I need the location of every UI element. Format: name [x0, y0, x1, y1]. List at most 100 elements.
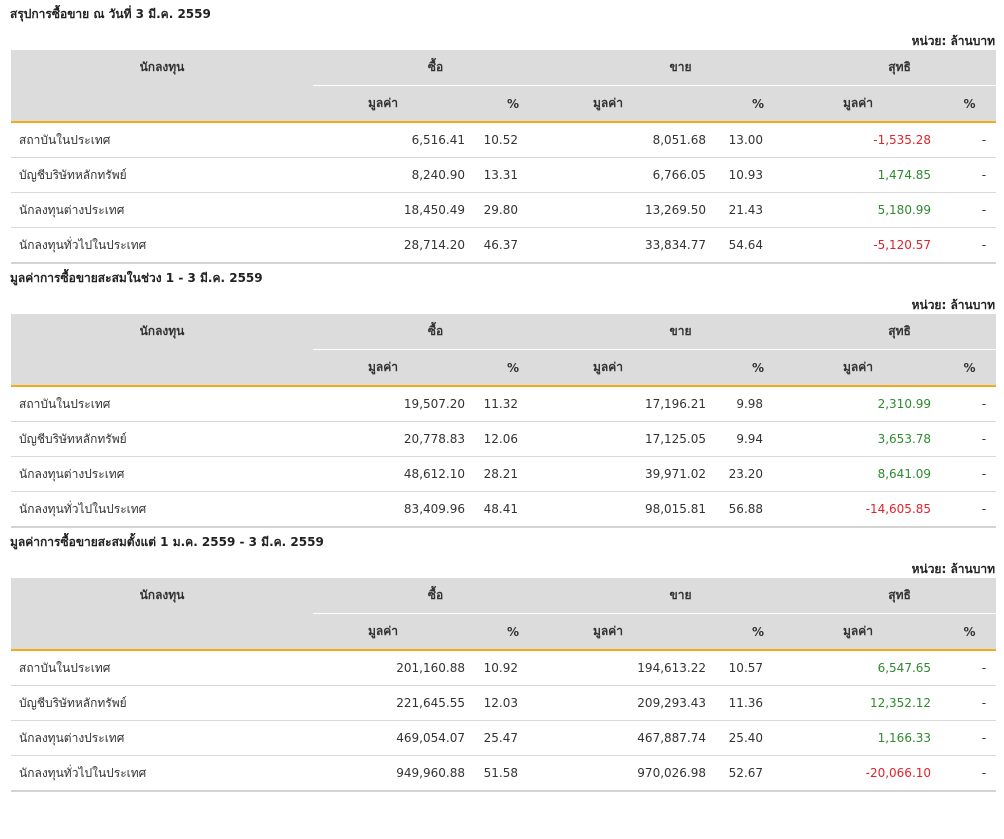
sell-percent-cell: 23.20: [713, 456, 804, 492]
summary-section: มูลค่าการซื้อขายสะสมตั้งแต่ 1 ม.ค. 2559 …: [10, 535, 997, 792]
net-percent-cell: -: [943, 227, 997, 264]
table-row: นักลงทุนต่างประเทศ 48,612.10 28.21 39,971.0…: [11, 456, 997, 492]
investor-cell: สถาบันในประเทศ: [11, 650, 313, 686]
net-value-cell: 12,352.12: [803, 685, 944, 721]
buy-percent-cell: 13.31: [468, 157, 559, 193]
net-percent-cell: -: [943, 157, 997, 193]
net-percent-cell: -: [943, 491, 997, 528]
sell-value-cell: 17,125.05: [558, 421, 714, 457]
buy-header: ซื้อ: [313, 578, 559, 614]
section-title: มูลค่าการซื้อขายสะสมในช่วง 1 - 3 มี.ค. 2…: [10, 271, 263, 285]
investor-cell: นักลงทุนทั่วไปในประเทศ: [11, 755, 313, 792]
buy-value-header: มูลค่า: [313, 349, 468, 387]
sell-percent-cell: 52.67: [713, 755, 804, 792]
buy-value-cell: 949,960.88: [313, 755, 468, 792]
net-value-cell: -20,066.10: [803, 755, 944, 792]
buy-value-cell: 83,409.96: [313, 491, 468, 528]
sell-percent-cell: 11.36: [713, 685, 804, 721]
sell-value-header: มูลค่า: [558, 85, 714, 123]
buy-value-cell: 28,714.20: [313, 227, 468, 264]
net-header: สุทธิ: [803, 578, 997, 614]
buy-percent-header: %: [468, 349, 559, 387]
buy-percent-cell: 48.41: [468, 491, 559, 528]
sell-percent-cell: 13.00: [713, 122, 804, 158]
investor-cell: สถาบันในประเทศ: [11, 386, 313, 422]
summary-section: มูลค่าการซื้อขายสะสมในช่วง 1 - 3 มี.ค. 2…: [10, 271, 997, 528]
investor-header-spacer: [11, 613, 313, 651]
buy-percent-cell: 12.03: [468, 685, 559, 721]
table-row: นักลงทุนต่างประเทศ 469,054.07 25.47 467,887…: [11, 720, 997, 756]
sell-value-cell: 39,971.02: [558, 456, 714, 492]
buy-percent-cell: 46.37: [468, 227, 559, 264]
net-value-header: มูลค่า: [803, 85, 944, 123]
sell-value-cell: 98,015.81: [558, 491, 714, 528]
net-percent-header: %: [943, 613, 997, 651]
section-title: สรุปการซื้อขาย ณ วันที่ 3 มี.ค. 2559: [10, 7, 211, 21]
investor-cell: นักลงทุนต่างประเทศ: [11, 192, 313, 228]
page-content: สรุปการซื้อขาย ณ วันที่ 3 มี.ค. 2559 หน่…: [10, 7, 997, 792]
sell-percent-cell: 9.94: [713, 421, 804, 457]
net-percent-cell: -: [943, 720, 997, 756]
investor-header-spacer: [11, 85, 313, 123]
net-percent-header: %: [943, 85, 997, 123]
net-value-cell: 1,474.85: [803, 157, 944, 193]
net-header: สุทธิ: [803, 50, 997, 86]
buy-value-cell: 18,450.49: [313, 192, 468, 228]
net-percent-cell: -: [943, 421, 997, 457]
investor-cell: นักลงทุนทั่วไปในประเทศ: [11, 227, 313, 264]
sell-value-cell: 467,887.74: [558, 720, 714, 756]
net-percent-cell: -: [943, 650, 997, 686]
sell-percent-header: %: [713, 85, 804, 123]
net-value-cell: 2,310.99: [803, 386, 944, 422]
section-title: มูลค่าการซื้อขายสะสมตั้งแต่ 1 ม.ค. 2559 …: [10, 535, 324, 549]
investor-cell: บัญชีบริษัทหลักทรัพย์: [11, 685, 313, 721]
summary-table: นักลงทุน ซื้อ ขาย สุทธิ มูลค่า % มูลค่า …: [11, 314, 997, 528]
sell-header: ขาย: [558, 50, 804, 86]
sell-percent-cell: 54.64: [713, 227, 804, 264]
sell-value-cell: 6,766.05: [558, 157, 714, 193]
summary-table-body: สถาบันในประเทศ 6,516.41 10.52 8,051.68 13.00…: [11, 122, 997, 264]
table-row: สถาบันในประเทศ 6,516.41 10.52 8,051.68 13.00…: [11, 122, 997, 158]
table-row: บัญชีบริษัทหลักทรัพย์ 221,645.55 12.03 209,…: [11, 685, 997, 721]
summary-table: นักลงทุน ซื้อ ขาย สุทธิ มูลค่า % มูลค่า …: [11, 50, 997, 264]
buy-percent-cell: 10.52: [468, 122, 559, 158]
net-header: สุทธิ: [803, 314, 997, 350]
investor-cell: นักลงทุนต่างประเทศ: [11, 456, 313, 492]
table-row: นักลงทุนต่างประเทศ 18,450.49 29.80 13,269.5…: [11, 192, 997, 228]
buy-percent-header: %: [468, 85, 559, 123]
sell-value-cell: 970,026.98: [558, 755, 714, 792]
net-percent-cell: -: [943, 685, 997, 721]
unit-label: หน่วย: ล้านบาท: [911, 298, 995, 312]
net-percent-cell: -: [943, 122, 997, 158]
investor-cell: สถาบันในประเทศ: [11, 122, 313, 158]
table-row: สถาบันในประเทศ 19,507.20 11.32 17,196.21 9.9…: [11, 386, 997, 422]
net-value-cell: 1,166.33: [803, 720, 944, 756]
buy-percent-header: %: [468, 613, 559, 651]
table-row: บัญชีบริษัทหลักทรัพย์ 8,240.90 13.31 6,766.…: [11, 157, 997, 193]
summary-section: สรุปการซื้อขาย ณ วันที่ 3 มี.ค. 2559 หน่…: [10, 7, 997, 264]
buy-value-cell: 19,507.20: [313, 386, 468, 422]
buy-value-header: มูลค่า: [313, 85, 468, 123]
sell-percent-cell: 9.98: [713, 386, 804, 422]
table-row: นักลงทุนทั่วไปในประเทศ 28,714.20 46.37 33,8…: [11, 227, 997, 264]
unit-label: หน่วย: ล้านบาท: [911, 34, 995, 48]
table-row: บัญชีบริษัทหลักทรัพย์ 20,778.83 12.06 17,12…: [11, 421, 997, 457]
net-percent-cell: -: [943, 386, 997, 422]
sell-percent-header: %: [713, 349, 804, 387]
net-value-cell: 8,641.09: [803, 456, 944, 492]
sell-header: ขาย: [558, 314, 804, 350]
unit-label: หน่วย: ล้านบาท: [911, 562, 995, 576]
sell-value-cell: 33,834.77: [558, 227, 714, 264]
buy-header: ซื้อ: [313, 314, 559, 350]
investor-cell: นักลงทุนต่างประเทศ: [11, 720, 313, 756]
sell-percent-cell: 25.40: [713, 720, 804, 756]
investor-header: นักลงทุน: [11, 50, 313, 86]
investor-header-spacer: [11, 349, 313, 387]
buy-header: ซื้อ: [313, 50, 559, 86]
sell-percent-cell: 10.57: [713, 650, 804, 686]
sell-value-cell: 17,196.21: [558, 386, 714, 422]
sell-percent-header: %: [713, 613, 804, 651]
net-percent-cell: -: [943, 755, 997, 792]
net-percent-header: %: [943, 349, 997, 387]
net-value-cell: -5,120.57: [803, 227, 944, 264]
